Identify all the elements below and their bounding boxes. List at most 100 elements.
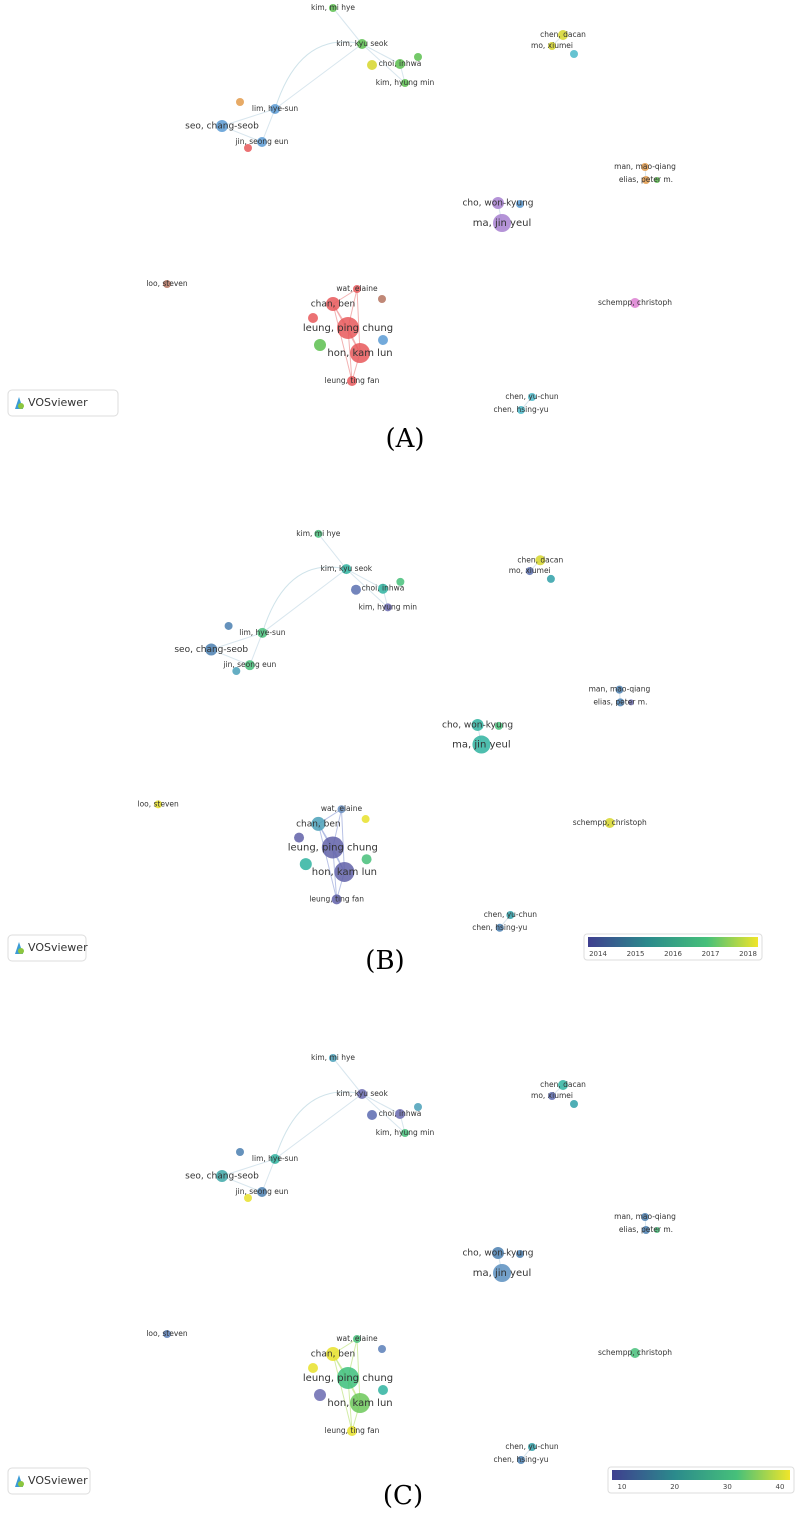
node-label: kim, hyung min bbox=[359, 602, 418, 611]
node bbox=[517, 1456, 525, 1464]
node-label: schempp, christoph bbox=[598, 1348, 672, 1357]
node bbox=[378, 1345, 386, 1353]
node bbox=[642, 176, 650, 184]
node bbox=[493, 1264, 511, 1282]
node-label: leung, ping chung bbox=[303, 1373, 393, 1384]
node-label: seo, chang-seob bbox=[185, 1172, 259, 1182]
node-label: leung, ting fan bbox=[325, 376, 380, 385]
node-label: cho, won-kyung bbox=[462, 199, 533, 209]
node bbox=[314, 529, 323, 538]
node-label: jin, seong eun bbox=[222, 660, 276, 669]
node-label: chen, yu-chun bbox=[505, 1442, 559, 1451]
node bbox=[326, 297, 340, 311]
node-label: chen, dacan bbox=[540, 30, 586, 39]
node-label: kim, kyu seok bbox=[336, 1089, 388, 1098]
node bbox=[294, 832, 305, 843]
link bbox=[332, 303, 353, 382]
node-label: kim, hyung min bbox=[376, 1128, 435, 1137]
colorbar bbox=[588, 937, 758, 947]
node bbox=[630, 298, 640, 308]
node-label: chen, dacan bbox=[517, 555, 563, 564]
link bbox=[341, 809, 345, 872]
node-label: schempp, christoph bbox=[573, 818, 647, 827]
node bbox=[535, 555, 546, 566]
node bbox=[383, 603, 392, 612]
logo-text: VOSviewer bbox=[28, 396, 88, 409]
node-label: leung, ting fan bbox=[309, 894, 364, 903]
node bbox=[334, 861, 355, 882]
link bbox=[356, 288, 361, 354]
link bbox=[274, 43, 363, 110]
logo-box bbox=[7, 389, 119, 417]
node-label: chan, ben bbox=[296, 819, 341, 829]
node bbox=[493, 214, 511, 232]
node-label: wat, elaine bbox=[336, 1334, 378, 1343]
node bbox=[361, 854, 372, 865]
colorbar-tick-label: 2014 bbox=[589, 950, 607, 958]
node bbox=[224, 621, 233, 630]
node bbox=[630, 1348, 640, 1358]
node bbox=[495, 923, 504, 932]
link bbox=[221, 125, 263, 143]
node bbox=[257, 137, 267, 147]
link bbox=[361, 43, 406, 84]
node bbox=[163, 280, 171, 288]
node bbox=[414, 1103, 422, 1111]
logo-box bbox=[7, 1467, 91, 1495]
link bbox=[274, 1091, 363, 1160]
node bbox=[401, 1129, 409, 1137]
node bbox=[236, 98, 244, 106]
node-label: seo, chang-seob bbox=[185, 122, 259, 132]
colorbar-tick-label: 20 bbox=[670, 1483, 679, 1491]
node-label: choi, inhwa bbox=[379, 59, 422, 68]
node bbox=[314, 339, 326, 351]
node bbox=[570, 50, 578, 58]
node bbox=[654, 1227, 660, 1233]
node-label: chen, hsing-yu bbox=[493, 405, 548, 414]
node bbox=[396, 577, 405, 586]
node bbox=[642, 1226, 650, 1234]
node bbox=[350, 1393, 370, 1413]
panel-label: (B) bbox=[365, 946, 404, 976]
link bbox=[261, 108, 276, 143]
node bbox=[308, 313, 318, 323]
node bbox=[205, 643, 218, 656]
node bbox=[270, 1154, 280, 1164]
node-label: choi, inhwa bbox=[362, 584, 405, 593]
node-label: man, mao-qiang bbox=[614, 162, 676, 171]
node bbox=[517, 406, 525, 414]
node-label: chan, ben bbox=[311, 1350, 356, 1360]
node bbox=[616, 698, 625, 707]
node bbox=[378, 1385, 388, 1395]
link bbox=[346, 568, 384, 590]
node-label: ma, jin yeul bbox=[473, 218, 532, 229]
colorbar-tick-label: 2015 bbox=[627, 950, 645, 958]
node-label: jin, seong eun bbox=[235, 137, 289, 146]
node bbox=[331, 894, 342, 905]
node-label: kim, hyung min bbox=[376, 78, 435, 87]
node bbox=[326, 1347, 340, 1361]
node bbox=[472, 735, 491, 754]
logo-box bbox=[7, 934, 87, 962]
node bbox=[341, 564, 352, 575]
node-label: chan, ben bbox=[311, 300, 356, 310]
node bbox=[546, 574, 555, 583]
colorbar-tick-label: 2017 bbox=[702, 950, 720, 958]
node-label: loo, steven bbox=[146, 1329, 188, 1338]
node bbox=[528, 1443, 536, 1451]
node bbox=[401, 79, 409, 87]
link bbox=[332, 1353, 353, 1432]
node bbox=[641, 163, 649, 171]
node bbox=[311, 816, 326, 831]
node bbox=[471, 718, 484, 731]
colorbar-tick-label: 40 bbox=[776, 1483, 785, 1491]
node bbox=[506, 911, 515, 920]
link bbox=[261, 566, 347, 633]
node bbox=[525, 567, 534, 576]
node bbox=[615, 685, 624, 694]
colorbar bbox=[612, 1470, 790, 1480]
node bbox=[558, 30, 568, 40]
link bbox=[221, 108, 276, 127]
logo-icon bbox=[18, 1481, 24, 1487]
